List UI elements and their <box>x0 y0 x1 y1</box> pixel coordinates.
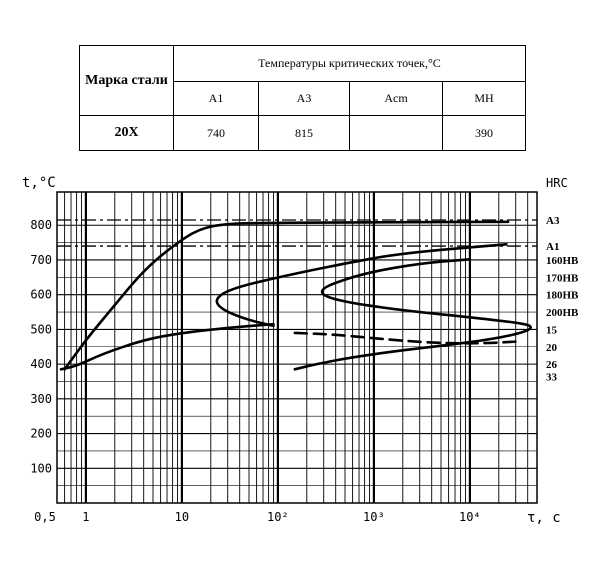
right-annotation: 170HB <box>546 272 579 284</box>
x-axis-label: τ, c <box>527 510 561 526</box>
y-tick-label: 800 <box>30 218 52 232</box>
grade-header: Марка стали <box>79 45 174 116</box>
x-tick-label: 10³ <box>363 510 385 524</box>
col-a3: A3 <box>258 81 350 116</box>
plot-frame <box>56 191 538 504</box>
right-axis-label: HRC <box>546 176 568 190</box>
curve-4 <box>293 258 533 371</box>
temps-header: Температуры критических точек,°С <box>173 45 526 82</box>
y-tick-label: 200 <box>30 427 52 441</box>
grid <box>56 191 538 504</box>
grade-value: 20Х <box>79 115 174 151</box>
y-tick-label: 400 <box>30 357 52 371</box>
x-tick-label: 10 <box>175 510 189 524</box>
val-a1: 740 <box>173 115 259 151</box>
right-annotation: 33 <box>546 371 558 383</box>
y-tick-label: 600 <box>30 288 52 302</box>
val-acm <box>349 115 443 151</box>
val-mh: 390 <box>442 115 526 151</box>
critical-points-table: Марка стали Температуры критических точе… <box>79 45 526 151</box>
curve-1 <box>63 220 510 371</box>
y-axis-label: t,°C <box>22 175 56 191</box>
curve-2 <box>59 322 275 371</box>
right-annotation: 200HB <box>546 307 579 319</box>
right-annotation: A3 <box>546 215 560 227</box>
reference-lines <box>57 219 537 247</box>
y-tick-label: 300 <box>30 392 52 406</box>
x-tick-label: 1 <box>82 510 89 524</box>
x-tick-label: 10² <box>267 510 289 524</box>
x-tick-label: 10⁴ <box>459 510 481 524</box>
right-annotation: A1 <box>546 241 559 253</box>
curves <box>59 220 533 371</box>
curve-5 <box>293 331 517 345</box>
x-tick-label: 0,5 <box>34 510 56 524</box>
y-tick-label: 500 <box>30 322 52 336</box>
y-tick-label: 700 <box>30 253 52 267</box>
col-mh: MH <box>442 81 526 116</box>
right-annotation: 20 <box>546 342 558 354</box>
right-annotation: 180HB <box>546 290 579 302</box>
right-annotation: 26 <box>546 359 558 371</box>
y-tick-label: 100 <box>30 461 52 475</box>
right-annotation: 15 <box>546 324 558 336</box>
val-a3: 815 <box>258 115 350 151</box>
labels: 100 200 300 400 500 600 700 800 0,5 1 10 10² 10³ 10⁴ A… <box>30 215 579 524</box>
curve-3 <box>215 243 508 328</box>
right-annotation: 160HB <box>546 255 579 267</box>
